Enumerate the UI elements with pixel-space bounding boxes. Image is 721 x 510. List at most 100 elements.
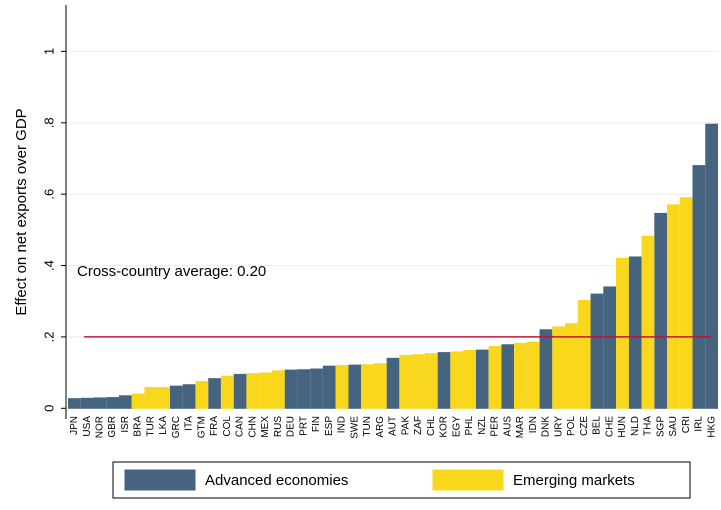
y-tick-label: .6 xyxy=(41,189,56,200)
bar xyxy=(514,342,527,409)
x-tick-label: NLD xyxy=(630,416,641,436)
bar xyxy=(450,351,464,409)
x-tick-label: DNK xyxy=(541,416,552,437)
bar xyxy=(628,256,642,409)
x-tick-label: ARG xyxy=(375,416,386,438)
y-tick-label: 1 xyxy=(41,48,56,55)
x-tick-label: CHE xyxy=(604,416,615,437)
bar xyxy=(233,373,247,409)
y-tick-label: .8 xyxy=(41,117,56,128)
x-tick-label: COL xyxy=(222,416,233,437)
bar xyxy=(526,341,540,409)
bar xyxy=(220,375,234,409)
bar xyxy=(705,123,718,409)
x-tick-label: BEL xyxy=(592,416,603,435)
x-tick-label: CHN xyxy=(247,416,258,438)
y-tick-label: .4 xyxy=(41,260,56,271)
bar xyxy=(565,323,578,409)
x-tick-label: THA xyxy=(643,416,654,436)
x-tick-label: ISR xyxy=(120,416,131,433)
bar xyxy=(195,381,209,409)
bar xyxy=(616,257,629,409)
x-tick-label: NZL xyxy=(477,416,488,435)
x-tick-label: LKA xyxy=(158,416,169,435)
bar xyxy=(68,398,81,409)
bar xyxy=(590,293,604,409)
legend-swatch xyxy=(124,469,196,491)
bar xyxy=(259,372,272,409)
x-tick-label: KOR xyxy=(439,416,450,438)
bar xyxy=(361,364,374,409)
x-tick-label: MEX xyxy=(260,416,271,438)
x-tick-label: FRA xyxy=(209,416,220,436)
bar xyxy=(386,357,400,409)
bar xyxy=(310,368,323,409)
x-tick-label: IND xyxy=(337,416,348,433)
legend-swatch xyxy=(432,469,504,491)
x-tick-label: JPN xyxy=(69,416,80,435)
bar xyxy=(297,369,311,409)
bar xyxy=(654,212,668,409)
x-tick-label: GTM xyxy=(196,416,207,438)
x-tick-label: NOR xyxy=(95,416,106,438)
bar xyxy=(679,197,693,409)
bar xyxy=(169,385,183,409)
bar xyxy=(118,395,132,409)
bar xyxy=(373,363,387,409)
legend-label: Advanced economies xyxy=(205,472,348,489)
x-tick-label: USA xyxy=(82,416,93,437)
x-tick-label: CRI xyxy=(681,416,692,433)
bar xyxy=(93,397,107,409)
x-tick-label: GRC xyxy=(171,416,182,438)
x-tick-label: SWE xyxy=(349,416,360,439)
bar xyxy=(424,353,438,409)
bar xyxy=(488,346,502,409)
bar xyxy=(322,365,336,409)
x-tick-label: FIN xyxy=(311,416,322,432)
legend-label: Emerging markets xyxy=(513,472,635,489)
x-tick-label: IDN xyxy=(528,416,539,433)
x-tick-label: GBR xyxy=(107,416,118,438)
x-tick-label: PHL xyxy=(464,416,475,436)
bar xyxy=(157,387,170,409)
x-tick-label: SGP xyxy=(655,416,666,437)
bar xyxy=(335,364,349,409)
legend-box xyxy=(112,461,691,499)
x-tick-label: IRL xyxy=(694,416,705,432)
bar xyxy=(667,204,680,409)
x-tick-label: TUN xyxy=(362,416,373,437)
x-tick-label: HUN xyxy=(617,416,628,438)
bar xyxy=(437,352,451,409)
bar xyxy=(475,349,489,409)
x-tick-label: TUR xyxy=(145,416,156,437)
x-tick-label: URY xyxy=(553,416,564,437)
x-tick-label: CHL xyxy=(426,416,437,436)
bar xyxy=(284,369,298,409)
bar xyxy=(577,300,591,409)
bar xyxy=(208,378,221,409)
x-tick-label: PER xyxy=(490,416,501,437)
x-tick-label: DEU xyxy=(286,416,297,437)
y-tick-label: 0 xyxy=(41,405,56,412)
bar xyxy=(348,364,362,409)
bar xyxy=(246,373,260,409)
x-tick-label: POL xyxy=(566,416,577,436)
bar xyxy=(106,397,119,409)
bar xyxy=(603,286,617,409)
bar xyxy=(463,349,476,409)
bar xyxy=(182,384,196,409)
x-tick-label: HKG xyxy=(706,416,717,438)
bar xyxy=(552,326,566,409)
x-tick-label: ITA xyxy=(184,416,195,431)
annotation: Cross-country average: 0.20 xyxy=(77,263,266,280)
x-tick-label: RUS xyxy=(273,416,284,437)
x-tick-label: BRA xyxy=(133,416,144,437)
bar xyxy=(641,235,655,409)
x-tick-label: AUT xyxy=(388,416,399,436)
bar xyxy=(399,354,413,409)
x-tick-label: SAU xyxy=(668,416,679,437)
bar xyxy=(412,354,425,409)
x-tick-label: PRT xyxy=(298,416,309,436)
x-tick-label: EGY xyxy=(451,416,462,437)
